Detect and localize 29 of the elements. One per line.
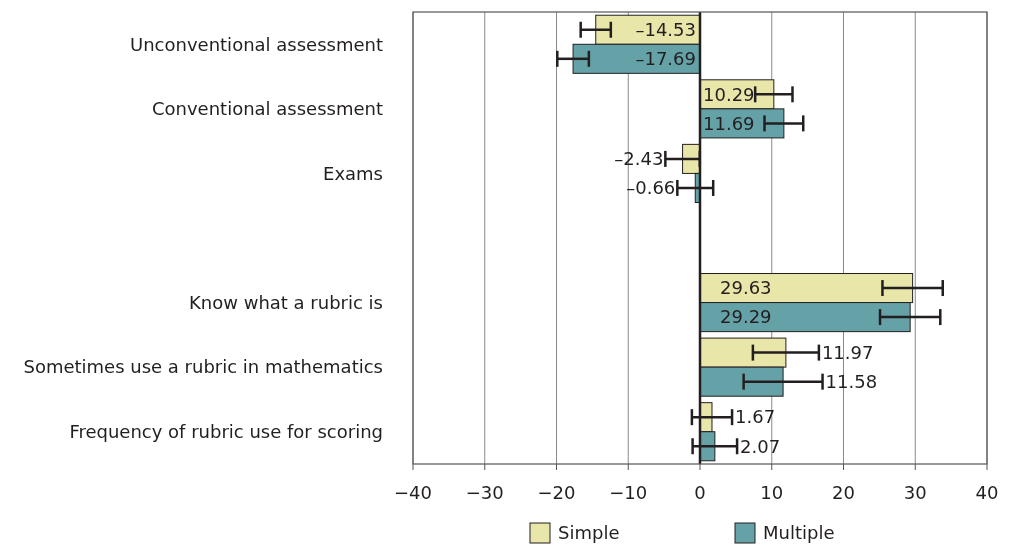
data-label: 1.67 [735,406,776,428]
data-label: 11.97 [821,341,874,363]
y-tick-label: Sometimes use a rubric in mathematics [23,356,383,378]
data-label: 29.63 [720,277,772,299]
y-tick-label: Exams [323,162,383,184]
data-label: 11.58 [825,370,878,392]
data-label: –2.43 [614,148,664,170]
x-tick-label: −30 [465,482,504,503]
y-tick-label: Frequency of rubric use for scoring [69,421,383,443]
y-tick-label: Know what a rubric is [189,291,383,313]
x-tick-label: −10 [609,482,648,503]
data-label: –17.69 [635,48,696,70]
data-label: 29.29 [720,306,772,328]
x-tick-label: 40 [975,482,999,503]
legend-label: Simple [558,522,620,544]
x-tick-label: −20 [537,482,576,503]
y-tick-label: Unconventional assessment [130,33,383,55]
data-label: 11.69 [703,112,755,134]
x-tick-label: 10 [760,482,784,503]
x-tick-label: 20 [832,482,855,503]
data-label: 2.07 [740,435,781,457]
x-tick-label: 30 [903,482,927,503]
data-label: 10.29 [703,83,755,105]
x-tick-label: −40 [394,482,432,503]
y-tick-label: Conventional assessment [151,98,383,120]
x-tick-label: 0 [694,482,706,503]
data-label: –0.66 [626,177,676,199]
data-label: –14.53 [635,19,696,41]
legend-label: Multiple [763,522,835,544]
